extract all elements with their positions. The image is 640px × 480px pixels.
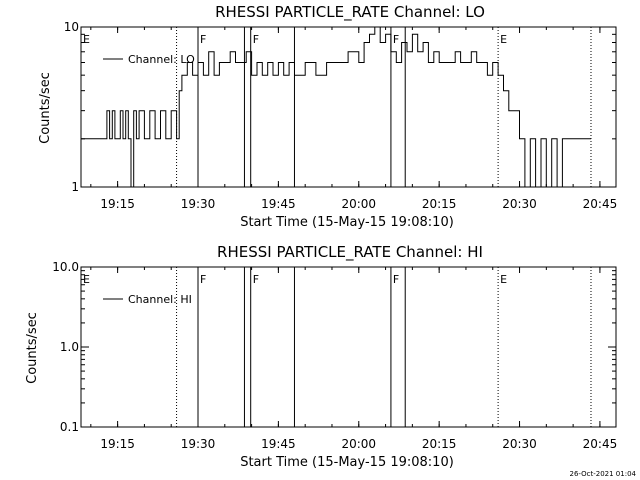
event-marker-label: E xyxy=(500,273,507,286)
y-tick-label: 1 xyxy=(71,180,79,194)
event-marker-label: F xyxy=(393,33,399,46)
lo-channel-panel: RHESSI PARTICLE_RATE Channel: LO Start T… xyxy=(38,3,617,230)
x-tick-label: 19:15 xyxy=(100,437,135,451)
legend-label: Channel: HI xyxy=(128,293,192,306)
event-marker-label: E xyxy=(83,33,90,46)
x-tick-label: 19:30 xyxy=(181,197,216,211)
event-marker-label: E xyxy=(500,33,507,46)
generation-timestamp: 26-Oct-2021 01:04 xyxy=(570,470,637,478)
x-tick-label: 20:30 xyxy=(502,437,537,451)
x-tick-label: 19:30 xyxy=(181,437,216,451)
series-line xyxy=(81,26,591,188)
x-tick-label: 20:15 xyxy=(422,437,457,451)
x-tick-label: 19:45 xyxy=(261,197,296,211)
y-axis-label: Counts/sec xyxy=(25,312,40,384)
x-tick-label: 20:30 xyxy=(502,197,537,211)
event-marker-label: F xyxy=(253,33,259,46)
x-tick-label: 20:15 xyxy=(422,197,457,211)
legend-label: Channel: LO xyxy=(128,53,195,66)
event-marker-label: F xyxy=(200,33,206,46)
y-tick-label: 1.0 xyxy=(60,340,79,354)
x-axis-label: Start Time (15-May-15 19:08:10) xyxy=(240,455,454,470)
plot-frame xyxy=(80,26,617,188)
y-axis-label: Counts/sec xyxy=(38,72,53,144)
y-tick-label: 10.0 xyxy=(52,260,79,274)
x-tick-label: 20:00 xyxy=(341,437,376,451)
x-tick-label: 20:00 xyxy=(341,197,376,211)
chart-title: RHESSI PARTICLE_RATE Channel: LO xyxy=(215,3,485,22)
x-tick-label: 19:45 xyxy=(261,437,296,451)
hi-channel-panel: RHESSI PARTICLE_RATE Channel: HI Start T… xyxy=(25,243,617,470)
event-marker-label: E xyxy=(83,273,90,286)
event-marker-label: F xyxy=(393,273,399,286)
x-tick-label: 20:45 xyxy=(583,197,618,211)
event-marker-label: F xyxy=(200,273,206,286)
x-tick-label: 20:45 xyxy=(583,437,618,451)
plot-frame xyxy=(80,266,617,428)
event-marker-label: F xyxy=(253,273,259,286)
x-axis-label: Start Time (15-May-15 19:08:10) xyxy=(240,215,454,230)
y-tick-label: 0.1 xyxy=(60,420,79,434)
chart-title: RHESSI PARTICLE_RATE Channel: HI xyxy=(217,243,483,262)
x-tick-label: 19:15 xyxy=(100,197,135,211)
y-tick-label: 10 xyxy=(64,20,79,34)
